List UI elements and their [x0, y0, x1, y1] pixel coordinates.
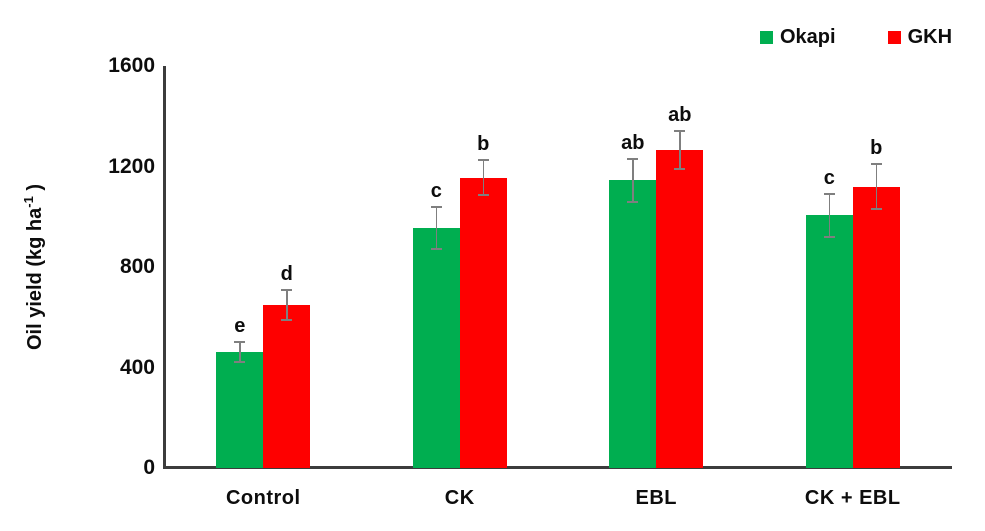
x-category-label: CK	[444, 487, 475, 509]
error-bar-line	[435, 206, 437, 250]
error-bar-cap-bottom	[477, 194, 489, 197]
bar-gkh-ck	[459, 177, 507, 468]
error-bar-line	[828, 194, 830, 237]
y-tick-label: 0	[143, 456, 155, 479]
bar-okapi-ebl	[609, 180, 657, 468]
significance-letter: e	[234, 315, 246, 338]
bar-okapi-ck+ebl	[805, 215, 853, 468]
y-tick-label: 1200	[108, 154, 155, 178]
y-axis-title-superscript: -1	[21, 196, 37, 208]
significance-letter: d	[280, 262, 293, 285]
y-axis-line	[163, 66, 166, 469]
error-bar-line	[679, 131, 681, 169]
y-tick-label: 800	[119, 255, 155, 278]
y-axis-title-text: Oil yield (kg ha	[23, 207, 46, 351]
error-bar-line	[239, 342, 241, 363]
x-category-label: EBL	[635, 487, 677, 509]
error-bar-cap-bottom	[234, 361, 246, 364]
error-bar-line	[286, 289, 288, 320]
error-bar-cap-top	[430, 205, 442, 208]
significance-letter: b	[477, 133, 490, 156]
y-tick-label: 1600	[108, 54, 155, 77]
red-square-swatch	[887, 31, 901, 44]
error-bar-cap-top	[281, 288, 293, 291]
x-category-label: Control	[225, 487, 301, 509]
error-bar-cap-bottom	[627, 200, 639, 203]
error-bar-cap-bottom	[281, 318, 293, 321]
x-category-label: CK + EBL	[804, 487, 901, 509]
legend-item-gkh: GKH	[887, 26, 953, 49]
error-bar-cap-bottom	[430, 248, 442, 251]
bar-gkh-control	[263, 304, 311, 468]
error-bar-cap-bottom	[823, 235, 835, 238]
bar-okapi-ck	[412, 228, 460, 468]
significance-letter: c	[823, 167, 835, 190]
legend: Okapi GKH	[760, 26, 952, 49]
legend-label: Okapi	[780, 26, 836, 48]
y-axis-title-close: )	[23, 183, 46, 197]
error-bar-cap-bottom	[870, 208, 882, 211]
significance-letter: b	[870, 136, 883, 159]
legend-label: GKH	[907, 26, 953, 48]
y-tick-label: 400	[119, 355, 155, 379]
green-square-swatch	[760, 31, 773, 44]
bar-gkh-ck+ebl	[852, 186, 900, 468]
error-bar-cap-top	[477, 159, 489, 162]
bar-okapi-control	[216, 352, 264, 468]
error-bar-cap-top	[870, 162, 882, 165]
error-bar-line	[875, 163, 877, 210]
significance-letter: ab	[621, 131, 645, 154]
error-bar-line	[632, 158, 634, 202]
error-bar-cap-top	[674, 130, 686, 133]
legend-item-okapi: Okapi	[760, 26, 836, 49]
significance-letter: ab	[668, 104, 692, 127]
error-bar-cap-bottom	[674, 168, 686, 170]
error-bar-cap-top	[627, 157, 639, 160]
error-bar-cap-top	[823, 193, 835, 196]
error-bar-line	[482, 160, 484, 196]
x-axis-line	[163, 466, 952, 469]
significance-letter: c	[430, 179, 442, 202]
y-axis-title: Oil yield (kg ha-1 )	[21, 184, 47, 350]
bar-gkh-ebl	[656, 150, 704, 468]
error-bar-cap-top	[234, 341, 246, 344]
